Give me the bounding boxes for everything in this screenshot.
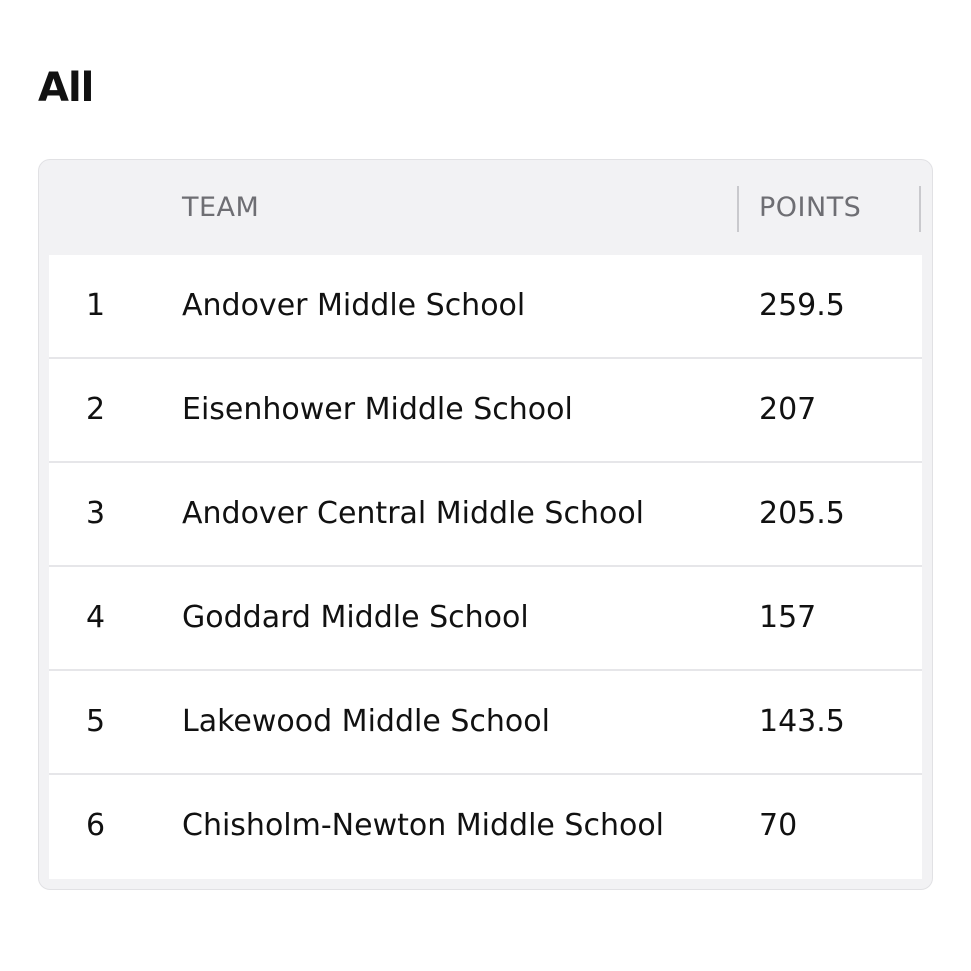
rank-cell: 6 bbox=[86, 808, 106, 843]
table-row[interactable]: 4 Goddard Middle School 157 bbox=[49, 567, 922, 671]
table-body: 1 Andover Middle School 259.5 2 Eisenhow… bbox=[49, 255, 922, 879]
team-cell: Chisholm-Newton Middle School bbox=[182, 808, 665, 843]
table-row[interactable]: 2 Eisenhower Middle School 207 bbox=[49, 359, 922, 463]
rank-cell: 5 bbox=[86, 704, 106, 739]
points-cell: 259.5 bbox=[759, 288, 845, 323]
rank-cell: 1 bbox=[86, 288, 106, 323]
rank-cell: 4 bbox=[86, 600, 106, 635]
points-cell: 70 bbox=[759, 808, 798, 843]
table-row[interactable]: 1 Andover Middle School 259.5 bbox=[49, 255, 922, 359]
column-resize-handle-points[interactable] bbox=[919, 186, 921, 232]
points-cell: 207 bbox=[759, 392, 817, 427]
standings-table: TEAM POINTS 1 Andover Middle School 259.… bbox=[38, 159, 933, 890]
points-cell: 157 bbox=[759, 600, 817, 635]
team-cell: Goddard Middle School bbox=[182, 600, 529, 635]
column-resize-handle-team[interactable] bbox=[737, 186, 739, 232]
rank-cell: 3 bbox=[86, 496, 106, 531]
team-cell: Andover Central Middle School bbox=[182, 496, 645, 531]
column-header-team[interactable]: TEAM bbox=[182, 192, 260, 223]
table-row[interactable]: 5 Lakewood Middle School 143.5 bbox=[49, 671, 922, 775]
rank-cell: 2 bbox=[86, 392, 106, 427]
table-row[interactable]: 3 Andover Central Middle School 205.5 bbox=[49, 463, 922, 567]
column-header-points[interactable]: POINTS bbox=[759, 192, 862, 223]
section-title: All bbox=[38, 65, 94, 111]
team-cell: Andover Middle School bbox=[182, 288, 526, 323]
table-row[interactable]: 6 Chisholm-Newton Middle School 70 bbox=[49, 775, 922, 879]
points-cell: 143.5 bbox=[759, 704, 845, 739]
table-header: TEAM POINTS bbox=[39, 160, 932, 255]
team-cell: Lakewood Middle School bbox=[182, 704, 550, 739]
points-cell: 205.5 bbox=[759, 496, 845, 531]
team-cell: Eisenhower Middle School bbox=[182, 392, 573, 427]
